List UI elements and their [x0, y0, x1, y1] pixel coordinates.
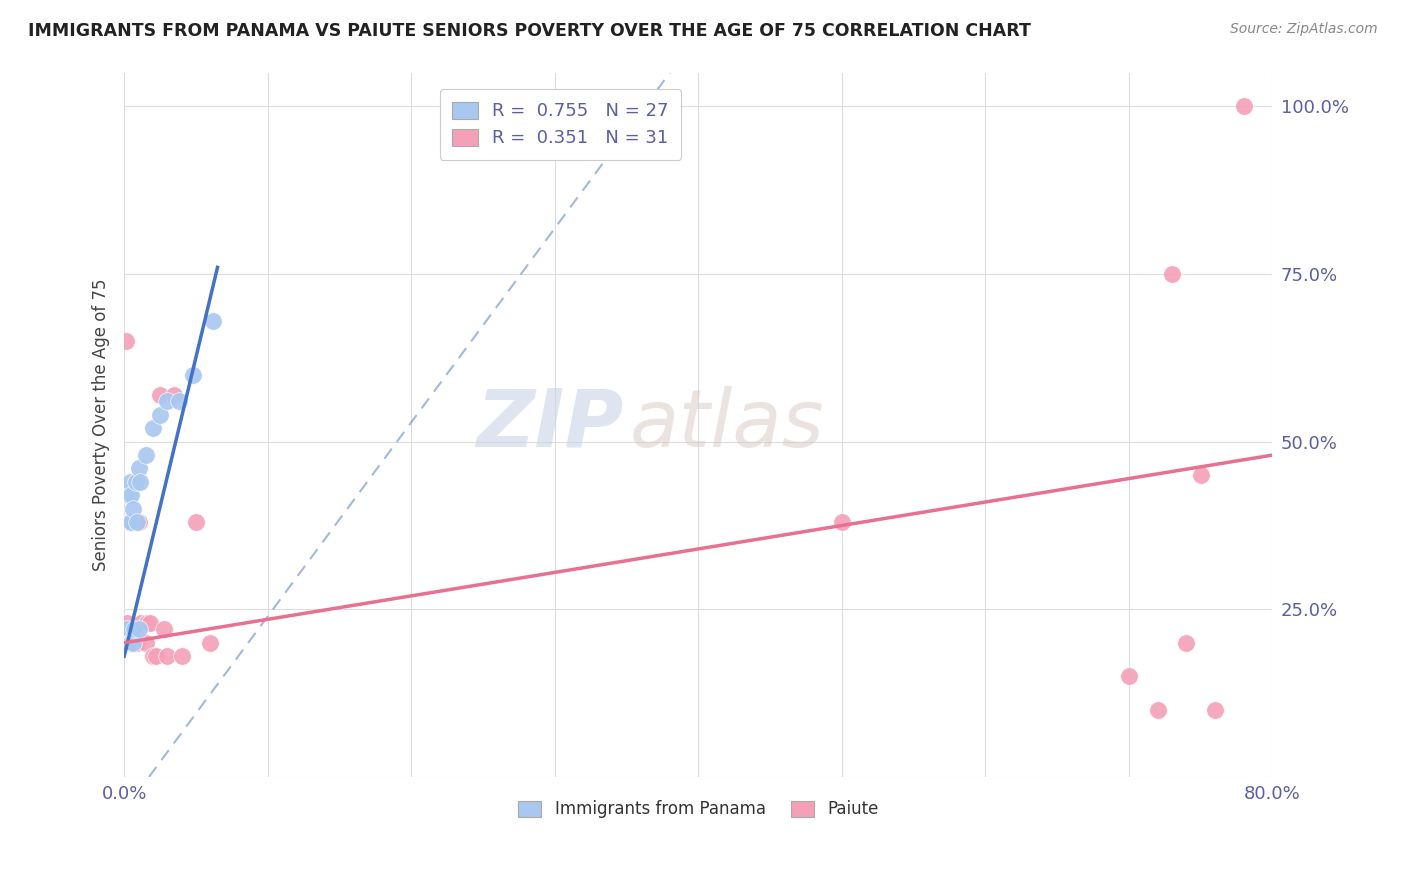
- Point: [167, 394, 190, 409]
- Point: [1118, 669, 1140, 683]
- Point: [118, 515, 141, 529]
- Point: [128, 515, 150, 529]
- Point: [1204, 703, 1226, 717]
- Point: [127, 636, 149, 650]
- Point: [125, 623, 148, 637]
- Point: [1146, 703, 1168, 717]
- Point: [120, 488, 142, 502]
- Point: [181, 368, 204, 382]
- Point: [136, 615, 159, 630]
- Point: [115, 615, 138, 630]
- Point: [200, 636, 222, 650]
- Point: [122, 623, 145, 637]
- Point: [121, 636, 143, 650]
- Point: [1175, 636, 1198, 650]
- Point: [128, 461, 150, 475]
- Point: [142, 649, 165, 664]
- Text: Source: ZipAtlas.com: Source: ZipAtlas.com: [1230, 22, 1378, 37]
- Point: [118, 475, 141, 489]
- Point: [117, 488, 139, 502]
- Point: [117, 636, 139, 650]
- Point: [135, 448, 157, 462]
- Point: [156, 394, 179, 409]
- Point: [163, 388, 186, 402]
- Point: [170, 649, 193, 664]
- Point: [118, 636, 141, 650]
- Point: [115, 488, 138, 502]
- Point: [1233, 99, 1256, 113]
- Point: [122, 515, 145, 529]
- Point: [114, 636, 136, 650]
- Text: atlas: atlas: [630, 386, 824, 464]
- Point: [135, 636, 157, 650]
- Point: [149, 408, 172, 422]
- Point: [156, 649, 179, 664]
- Point: [117, 515, 139, 529]
- Legend: Immigrants from Panama, Paiute: Immigrants from Panama, Paiute: [512, 794, 886, 825]
- Point: [117, 515, 139, 529]
- Point: [121, 501, 143, 516]
- Point: [120, 636, 142, 650]
- Point: [202, 314, 225, 328]
- Point: [142, 421, 165, 435]
- Point: [149, 388, 172, 402]
- Point: [128, 623, 150, 637]
- Point: [131, 615, 153, 630]
- Point: [139, 615, 162, 630]
- Point: [121, 636, 143, 650]
- Point: [115, 623, 138, 637]
- Point: [145, 649, 167, 664]
- Point: [831, 515, 853, 529]
- Point: [153, 623, 176, 637]
- Point: [129, 475, 152, 489]
- Point: [125, 475, 148, 489]
- Point: [114, 334, 136, 348]
- Point: [127, 515, 149, 529]
- Point: [1161, 267, 1184, 281]
- Text: IMMIGRANTS FROM PANAMA VS PAIUTE SENIORS POVERTY OVER THE AGE OF 75 CORRELATION : IMMIGRANTS FROM PANAMA VS PAIUTE SENIORS…: [28, 22, 1031, 40]
- Point: [120, 636, 142, 650]
- Text: ZIP: ZIP: [477, 386, 624, 464]
- Point: [120, 515, 142, 529]
- Point: [184, 515, 207, 529]
- Point: [1189, 468, 1212, 483]
- Y-axis label: Seniors Poverty Over the Age of 75: Seniors Poverty Over the Age of 75: [93, 278, 110, 571]
- Point: [118, 636, 141, 650]
